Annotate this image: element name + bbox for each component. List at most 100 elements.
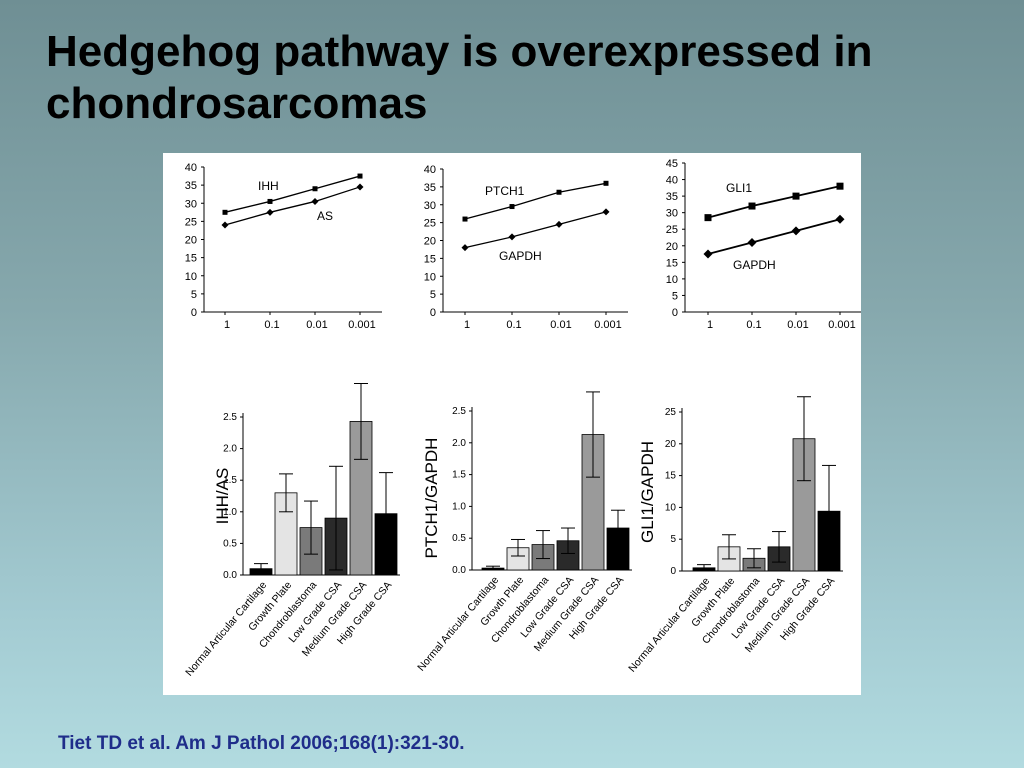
series-label: GAPDH xyxy=(733,258,776,272)
y-tick-label: 1.5 xyxy=(223,475,237,486)
data-point xyxy=(603,180,609,186)
citation: Tiet TD et al. Am J Pathol 2006;168(1):3… xyxy=(58,733,465,754)
y-tick-label: 2.5 xyxy=(223,412,237,423)
data-point xyxy=(555,220,563,228)
series-line-gapdh xyxy=(707,218,841,255)
series-label: GAPDH xyxy=(499,249,542,263)
x-tick-label: 1 xyxy=(707,319,713,331)
y-tick-label: 20 xyxy=(185,235,197,247)
data-point xyxy=(267,198,273,204)
y-tick-label: 20 xyxy=(665,439,677,450)
data-point xyxy=(703,249,713,259)
y-tick-label: 30 xyxy=(185,198,197,210)
data-point xyxy=(461,244,469,252)
y-tick-label: 35 xyxy=(666,191,678,203)
y-tick-label: 20 xyxy=(424,236,436,248)
series-line-as xyxy=(224,186,361,226)
y-tick-label: 10 xyxy=(665,502,677,513)
y-tick-label: 45 xyxy=(666,158,678,170)
y-tick-label: 10 xyxy=(185,271,197,283)
series-label: GLI1 xyxy=(726,181,752,195)
y-tick-label: 40 xyxy=(424,164,436,176)
y-tick-label: 5 xyxy=(672,290,678,302)
y-tick-label: 20 xyxy=(666,241,678,253)
y-tick-label: 5 xyxy=(430,289,436,301)
y-tick-label: 15 xyxy=(665,471,677,482)
y-tick-label: 0.0 xyxy=(452,565,466,576)
figure-panel: 0 5 10 15 20 25 30 35 40 1 0.1 0.01 0.001 IHH AS 0 5 10 15… xyxy=(163,153,861,695)
y-tick-label: 1.5 xyxy=(452,470,466,481)
y-tick-label: 10 xyxy=(424,271,436,283)
slide-title-line1: Hedgehog pathway is overexpressed in xyxy=(46,27,873,76)
series-line-gli1 xyxy=(707,185,841,219)
data-point xyxy=(266,208,274,216)
y-tick-label: 0 xyxy=(670,566,676,577)
y-tick-label: 25 xyxy=(666,224,678,236)
data-point xyxy=(311,197,319,205)
y-tick-label: 2.5 xyxy=(452,406,466,417)
y-tick-label: 0 xyxy=(672,307,678,319)
y-tick-label: 25 xyxy=(185,216,197,228)
data-point xyxy=(835,214,845,224)
y-tick-label: 40 xyxy=(666,175,678,187)
x-tick-label: 0.1 xyxy=(264,319,279,331)
data-point xyxy=(791,226,801,236)
y-tick-label: 0 xyxy=(191,307,197,319)
x-tick-label: 0.01 xyxy=(550,319,571,331)
y-tick-label: 35 xyxy=(185,180,197,192)
y-tick-label: 30 xyxy=(424,200,436,212)
series-line-gapdh xyxy=(464,211,607,249)
y-tick-label: 15 xyxy=(666,257,678,269)
x-tick-label: 1 xyxy=(464,319,470,331)
y-tick-label: 15 xyxy=(424,253,436,265)
y-tick-label: 0 xyxy=(430,307,436,319)
x-tick-label: 1 xyxy=(224,319,230,331)
series-label: PTCH1 xyxy=(485,184,525,198)
y-tick-label: 1.0 xyxy=(223,507,237,518)
y-tick-label: 40 xyxy=(185,162,197,174)
data-point xyxy=(747,237,757,247)
series-line-ihh xyxy=(224,175,361,213)
data-point xyxy=(792,192,800,200)
x-tick-label: 0.01 xyxy=(306,319,327,331)
data-point xyxy=(509,204,515,210)
y-tick-label: 35 xyxy=(424,182,436,194)
y-tick-label: 2.0 xyxy=(452,438,466,449)
series-line-ptch1 xyxy=(464,182,607,220)
data-point xyxy=(221,221,229,229)
y-tick-label: 15 xyxy=(185,253,197,265)
x-tick-label: 0.001 xyxy=(828,319,856,331)
slide-title-line2: chondrosarcomas xyxy=(46,79,428,128)
data-point xyxy=(222,209,228,215)
y-axis-label: PTCH1/GAPDH xyxy=(422,438,441,559)
y-tick-label: 0.5 xyxy=(452,533,466,544)
data-point xyxy=(556,189,562,195)
y-tick-label: 30 xyxy=(666,208,678,220)
y-tick-label: 25 xyxy=(424,218,436,230)
data-point xyxy=(462,216,468,222)
y-tick-label: 0.0 xyxy=(223,570,237,581)
y-tick-label: 5 xyxy=(191,289,197,301)
x-tick-label: 0.01 xyxy=(787,319,808,331)
y-axis-label: IHH/AS xyxy=(213,468,232,525)
y-tick-label: 1.0 xyxy=(452,501,466,512)
data-point xyxy=(356,183,364,191)
series-label: AS xyxy=(317,209,333,223)
x-tick-label: 0.1 xyxy=(506,319,521,331)
y-tick-label: 2.0 xyxy=(223,444,237,455)
y-tick-label: 5 xyxy=(670,534,676,545)
data-point xyxy=(836,182,844,190)
data-point xyxy=(312,186,318,192)
data-point xyxy=(602,208,610,216)
slide-title: Hedgehog pathway is overexpressed in cho… xyxy=(46,26,1006,130)
y-tick-label: 25 xyxy=(665,407,677,418)
x-tick-label: 0.001 xyxy=(594,319,622,331)
data-point xyxy=(748,202,756,210)
series-label: IHH xyxy=(258,179,279,193)
y-tick-label: 10 xyxy=(666,274,678,286)
x-tick-label: 0.001 xyxy=(348,319,376,331)
y-tick-label: 0.5 xyxy=(223,538,237,549)
data-point xyxy=(704,214,712,222)
data-point xyxy=(508,233,516,241)
